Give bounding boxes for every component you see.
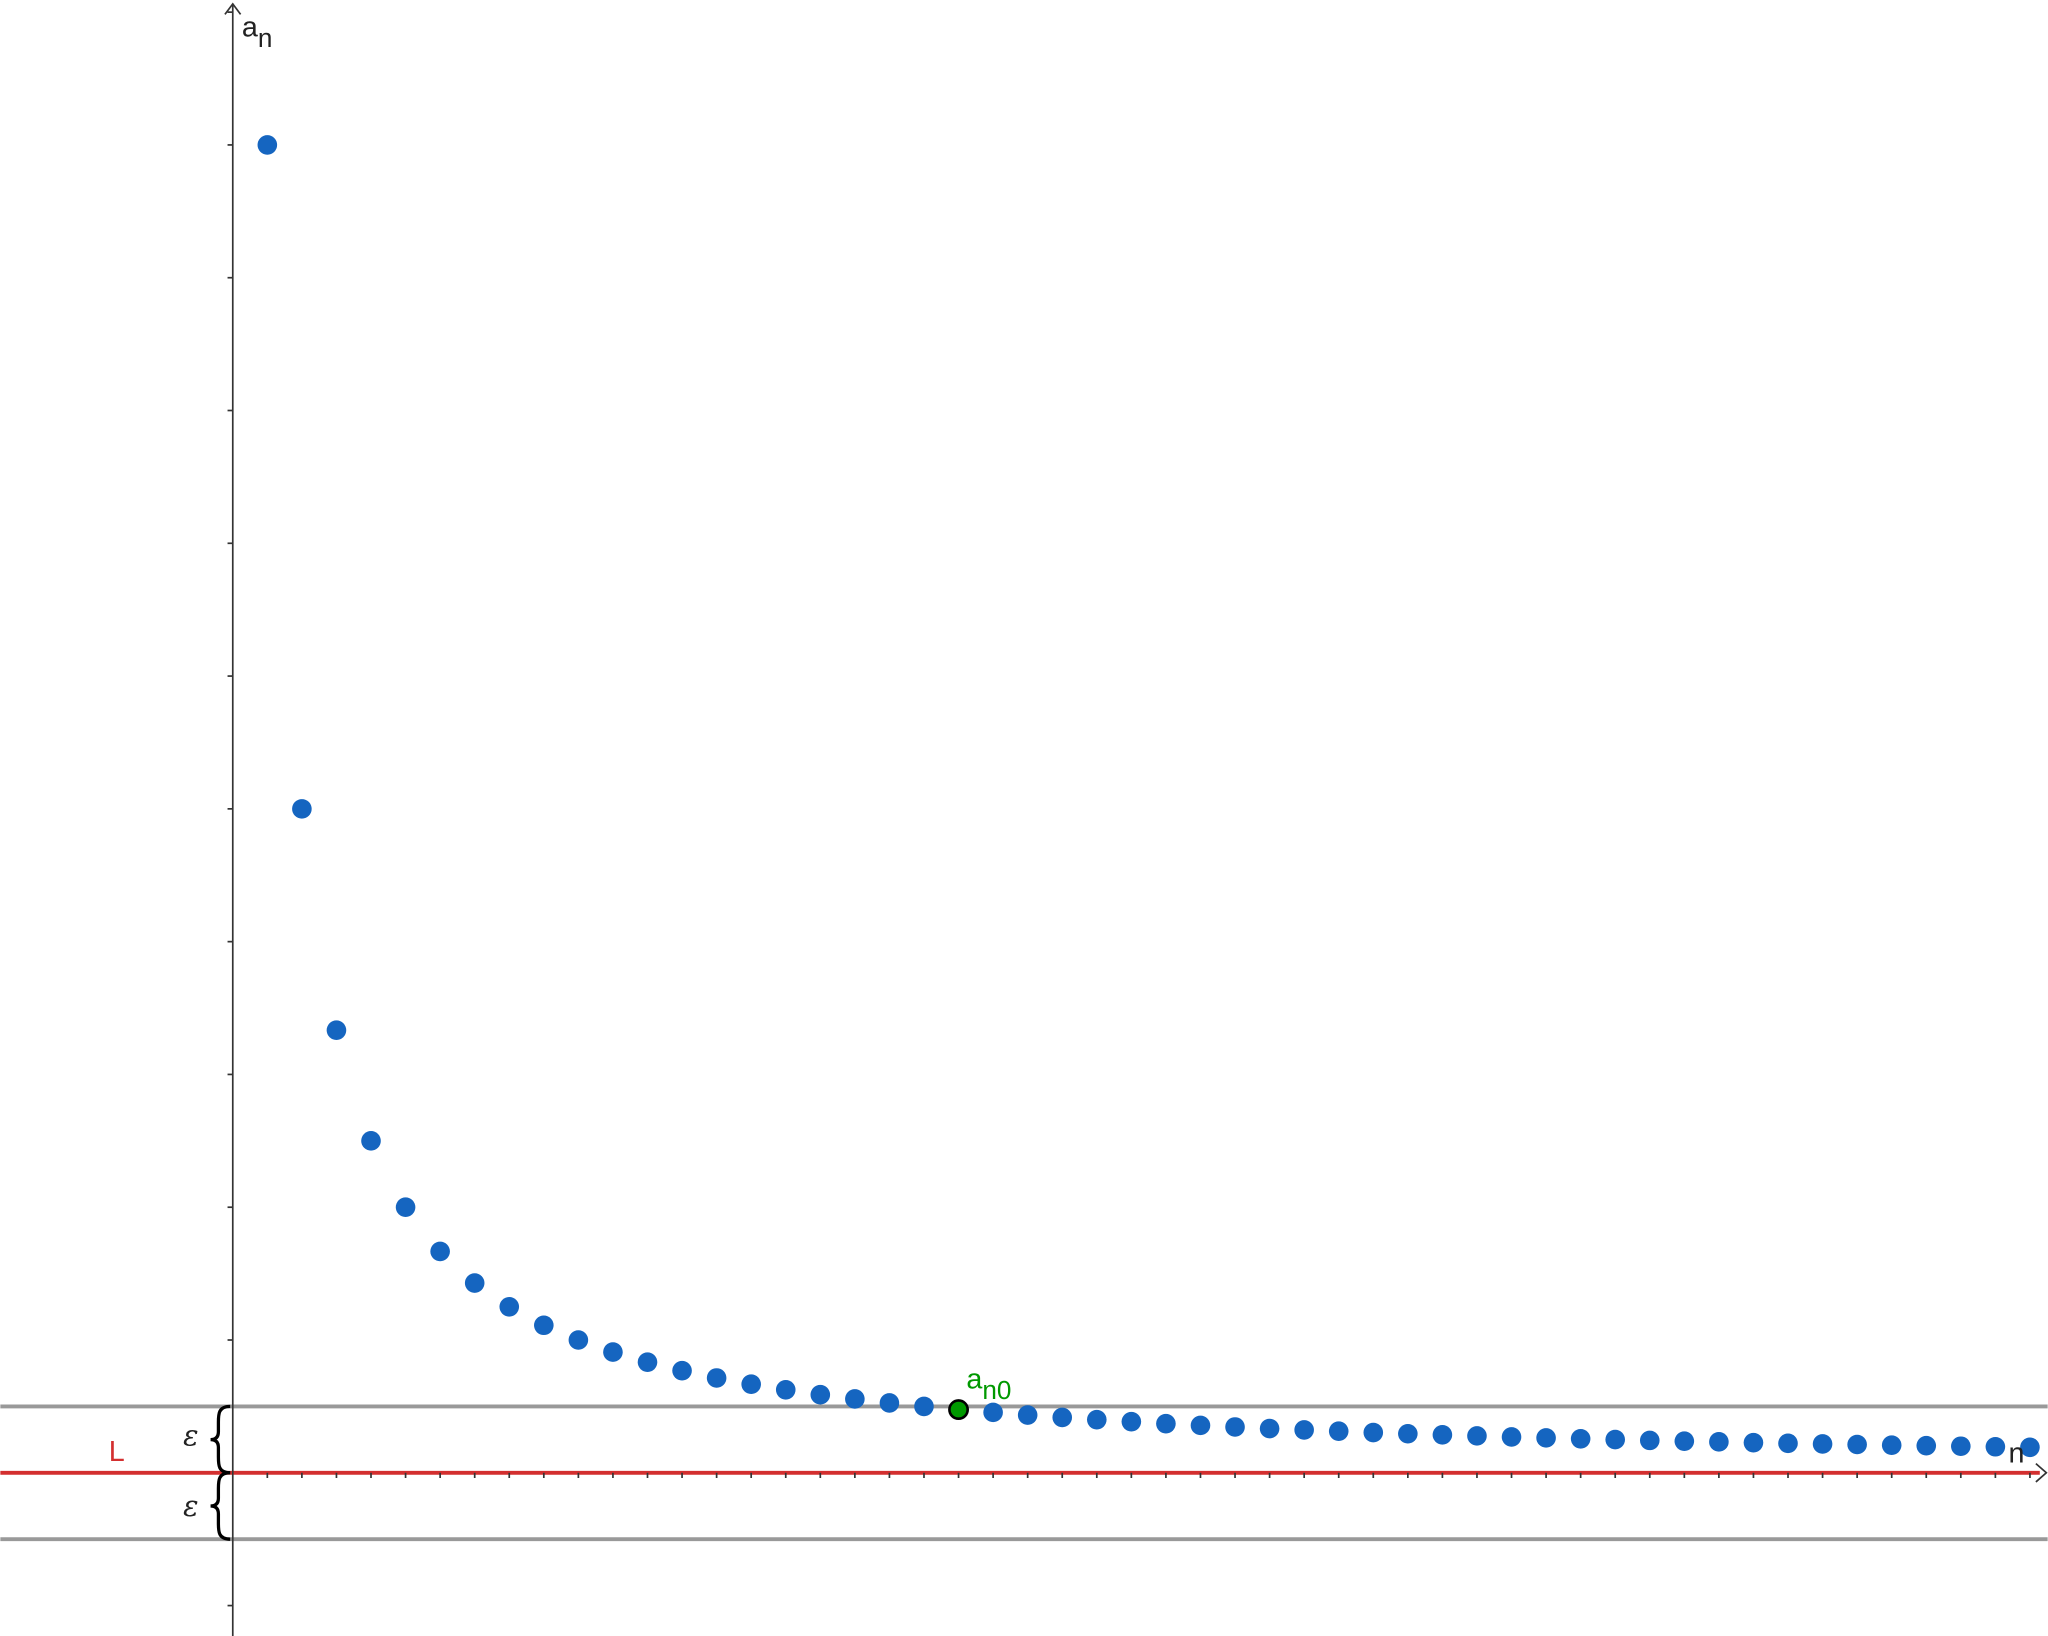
data-point [1536,1428,1556,1448]
data-point [1467,1426,1487,1446]
data-point [810,1384,831,1405]
data-point [430,1241,450,1262]
data-point [1052,1407,1073,1428]
data-point [1985,1436,2006,1457]
data-point [672,1360,692,1381]
data-point [706,1368,727,1388]
data-point [464,1273,485,1293]
data-point [1674,1431,1695,1451]
data-point [1951,1436,1971,1457]
y-axis-arrow-icon [224,2,242,15]
data-point [741,1374,761,1395]
data-point [1847,1434,1867,1455]
axes [224,2,2048,1636]
data-point [1156,1413,1176,1434]
data-point [1363,1422,1384,1443]
data-point [1225,1417,1245,1437]
data-point [1398,1423,1418,1444]
data-point [326,1020,347,1041]
limit-label: L [109,1436,125,1468]
data-point [1709,1432,1729,1452]
data-point [1743,1432,1764,1453]
data-point [914,1396,934,1417]
epsilon-label-upper: ε [183,1418,198,1452]
data-point [775,1380,796,1400]
x-axis-arrow-icon [2035,1463,2048,1483]
data-point [879,1393,900,1413]
data-point [1778,1433,1798,1454]
highlight-point-label: an0 [966,1364,1011,1405]
data-point [1501,1427,1522,1447]
x-axis-label: n [2008,1437,2024,1469]
data-point [1432,1425,1453,1445]
data-point [1294,1420,1314,1440]
data-point [1812,1434,1833,1454]
data-point [637,1352,658,1372]
data-point [1121,1411,1142,1432]
data-point [983,1402,1003,1423]
data-point [603,1342,623,1362]
data-point [2020,1437,2040,1458]
ticks [227,11,2031,1607]
data-point [292,799,312,819]
data-point [257,135,278,155]
highlight-point [948,1399,969,1421]
data-point [1190,1415,1211,1436]
data-point [845,1389,865,1409]
data-point [1328,1421,1349,1442]
data-point [1639,1430,1660,1451]
data-point [1570,1429,1591,1449]
epsilon-brace-lower [210,1471,231,1541]
data-point [1916,1435,1937,1456]
data-point [361,1131,381,1151]
epsilon-brace-upper [210,1404,231,1475]
data-point [1086,1409,1107,1430]
data-point [534,1315,554,1336]
data-point [395,1197,416,1218]
braces [210,1404,231,1541]
data-point [1605,1429,1625,1450]
data-point [1881,1435,1902,1455]
data-point [568,1330,589,1350]
epsilon-label-lower: ε [183,1489,198,1523]
y-axis-label: an [242,12,273,53]
data-points [257,135,2040,1458]
data-point [499,1297,520,1317]
data-point [1017,1405,1038,1425]
data-point [1259,1418,1280,1439]
